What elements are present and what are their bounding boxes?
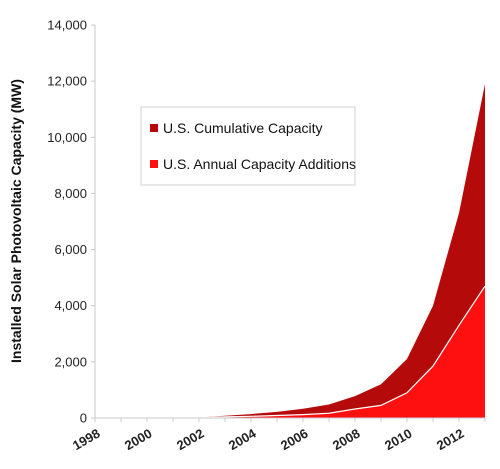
y-axis-ticks: 0 2,000 4,000 6,000 8,000 10,000 12,000 14,000 [47, 18, 95, 426]
legend-label-cumulative: U.S. Cumulative Capacity [163, 120, 323, 136]
x-tick-label: 2012 [434, 426, 467, 453]
y-tick-label: 14,000 [47, 18, 87, 33]
legend: U.S. Cumulative Capacity U.S. Annual Cap… [140, 106, 356, 186]
legend-label-annual: U.S. Annual Capacity Additions [163, 156, 356, 172]
x-tick-label: 2000 [122, 426, 155, 453]
legend-swatch-cumulative [150, 124, 158, 132]
y-tick-label: 4,000 [54, 298, 87, 313]
area-series-1 [95, 286, 485, 418]
y-axis-title: Installed Solar Photovoltaic Capacity (M… [8, 79, 24, 363]
x-tick-label: 2002 [174, 426, 207, 453]
x-tick-label: 1998 [70, 426, 103, 453]
x-tick-label: 2004 [226, 425, 259, 453]
legend-box [140, 106, 356, 186]
x-tick-label: 2006 [278, 426, 311, 453]
x-tick-label: 2008 [330, 426, 363, 453]
legend-swatch-annual [150, 160, 158, 168]
x-tick-label: 2010 [382, 426, 415, 453]
y-tick-label: 2,000 [54, 354, 87, 369]
y-tick-label: 10,000 [47, 130, 87, 145]
y-tick-label: 12,000 [47, 74, 87, 89]
x-axis-ticks: 1998 2000 2002 2004 2006 2008 2010 2012 [70, 418, 486, 453]
y-tick-label: 6,000 [54, 242, 87, 257]
y-tick-label: 8,000 [54, 186, 87, 201]
y-tick-label: 0 [80, 411, 87, 426]
